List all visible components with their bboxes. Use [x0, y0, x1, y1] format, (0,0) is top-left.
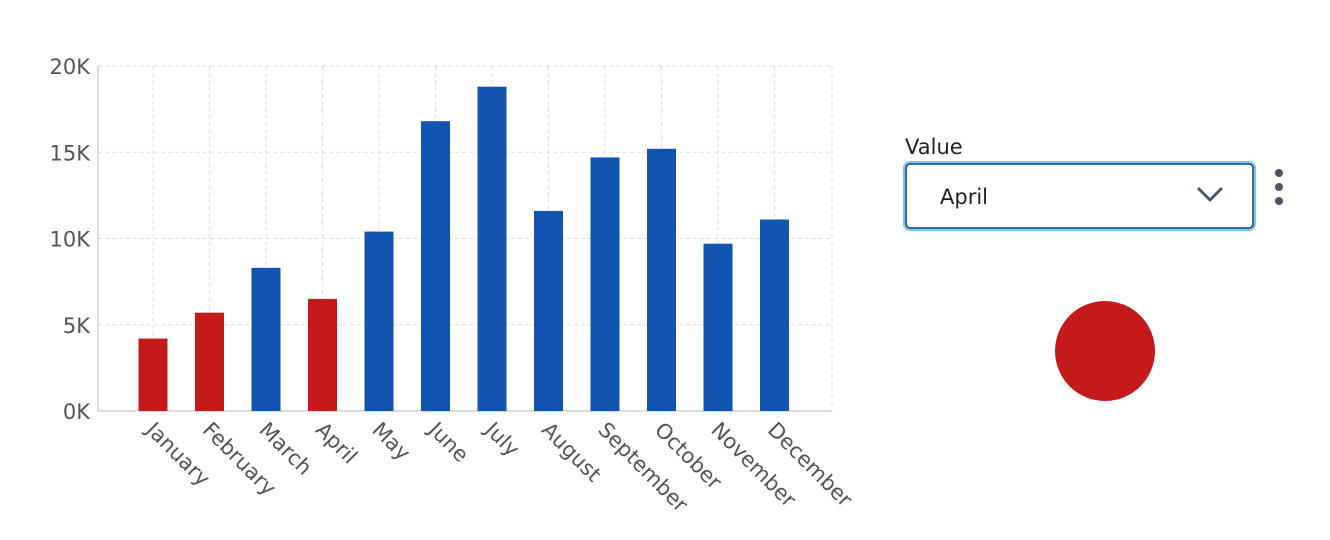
bar: [703, 243, 733, 411]
dropdown-value[interactable]: April: [940, 185, 988, 209]
menu-dot[interactable]: [1275, 197, 1283, 205]
x-tick-label: July: [479, 416, 524, 461]
bar: [138, 338, 168, 411]
x-tick-label: January: [140, 416, 215, 491]
x-tick-label: April: [311, 418, 362, 469]
y-tick-label: 0K: [63, 400, 91, 424]
y-tick-label: 5K: [63, 314, 91, 338]
bar: [534, 210, 563, 411]
bar: [477, 86, 507, 411]
dropdown-label: Value: [905, 135, 963, 159]
bar: [647, 148, 676, 412]
menu-dot[interactable]: [1275, 169, 1283, 177]
y-tick-label: 10K: [50, 228, 92, 252]
dropdown-chevron[interactable]: [1197, 187, 1223, 202]
bar: [590, 157, 620, 411]
more-menu[interactable]: [1275, 169, 1283, 205]
bar: [421, 121, 450, 411]
dropdown-focus-ring[interactable]: [903, 161, 1256, 231]
bar: [195, 312, 224, 411]
bar: [364, 231, 394, 411]
bar: [308, 298, 337, 411]
y-tick-label: 15K: [50, 141, 92, 165]
x-tick-label: August: [537, 418, 606, 487]
dropdown[interactable]: [905, 163, 1254, 229]
x-tick-label: June: [423, 416, 474, 467]
bar: [251, 267, 281, 411]
status-indicator: [1055, 301, 1155, 401]
x-tick-label: May: [367, 418, 415, 466]
menu-dot[interactable]: [1275, 183, 1283, 191]
y-tick-label: 20K: [50, 55, 92, 79]
bar: [760, 219, 789, 411]
